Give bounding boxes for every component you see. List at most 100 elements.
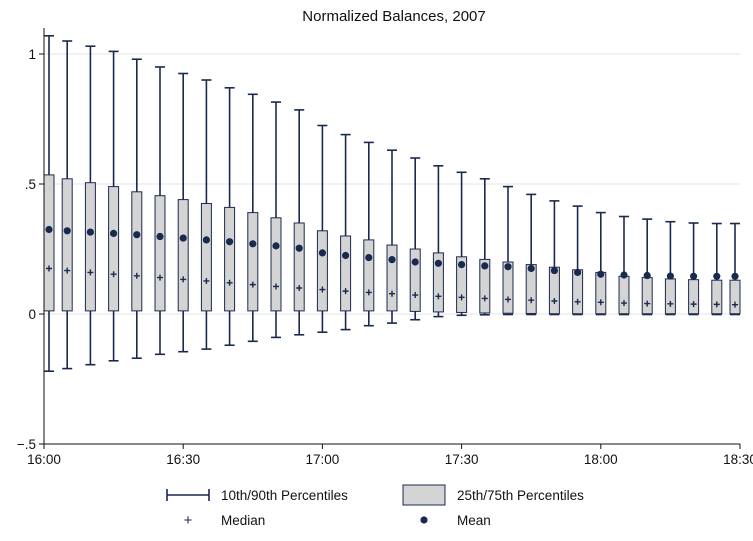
mean-mark-17:55: [574, 268, 582, 276]
box-16:10: [84, 182, 96, 312]
median-mark-16:45: [249, 281, 256, 288]
mean-mark-18:10: [643, 271, 651, 280]
x-tick-label: 16:00: [27, 452, 61, 467]
median-mark-16:35: [203, 277, 210, 284]
box-18:00: [595, 271, 607, 315]
mean-mark-16:50: [272, 242, 280, 250]
mean-mark-17:10: [365, 253, 373, 262]
box-16:25: [154, 195, 166, 312]
box-17:05: [340, 235, 352, 312]
mean-mark-16:40: [226, 238, 234, 246]
mean-mark-16:05: [63, 227, 71, 235]
mean-mark-16:35: [202, 236, 210, 244]
box-17:10: [363, 239, 375, 312]
mean-mark-17:30: [458, 261, 466, 269]
legend-whisker-label: 10th/90th Percentiles: [221, 488, 348, 503]
legend: 10th/90th Percentiles 25th/75th Percenti…: [166, 484, 584, 529]
median-mark-16:40: [226, 279, 233, 286]
legend-item-box: 25th/75th Percentiles: [402, 484, 584, 506]
box-18:15: [664, 278, 676, 315]
box-16:40: [224, 206, 236, 312]
median-mark-17:40: [505, 296, 511, 303]
mean-mark-17:40: [504, 263, 512, 271]
legend-mean-label: Mean: [457, 513, 491, 528]
box-18:10: [641, 277, 653, 315]
box-16:50: [270, 217, 282, 312]
median-mark-16:50: [273, 283, 279, 290]
median-mark-18:05: [621, 300, 627, 307]
mean-mark-18:25: [713, 272, 721, 280]
x-tick-label: 17:30: [445, 452, 479, 467]
legend-median-label: Median: [221, 513, 265, 528]
box-17:15: [386, 244, 398, 312]
median-mark-16:15: [110, 271, 117, 278]
legend-item-mean: Mean: [420, 513, 491, 528]
mean-mark-18:00: [597, 270, 605, 278]
box-18:20: [688, 279, 700, 315]
box-17:50: [548, 266, 560, 315]
median-mark-17:15: [389, 290, 395, 297]
mean-mark-16:45: [249, 240, 257, 248]
box-16:15: [108, 186, 120, 312]
axis-ticks: −.5 0 .5 1 16:00 16:30 17:00 17:30 18:00 18:30: [17, 47, 753, 467]
mean-mark-18:30: [731, 272, 739, 280]
mean-mark-17:05: [342, 251, 350, 260]
mean-mark-17:20: [411, 258, 419, 266]
mean-marks: [45, 225, 739, 280]
median-plus-icon: +: [184, 512, 193, 529]
mean-mark-16:20: [133, 231, 141, 239]
mean-mark-16:25: [156, 232, 164, 241]
median-mark-18:30: [732, 301, 738, 308]
box-16:35: [200, 203, 212, 312]
median-mark-17:35: [481, 295, 488, 302]
box-17:20: [409, 248, 421, 312]
y-tick-label: −.5: [17, 437, 36, 452]
box-17:45: [525, 264, 537, 314]
median-mark-17:25: [435, 293, 442, 300]
mean-mark-18:05: [620, 271, 628, 279]
median-mark-17:10: [365, 289, 372, 296]
median-mark-16:20: [133, 272, 140, 279]
mean-mark-16:00: [45, 225, 53, 234]
mean-mark-16:30: [179, 234, 187, 242]
mean-dot-icon: [420, 516, 428, 524]
box-17:25: [432, 252, 444, 313]
mean-mark-17:35: [481, 262, 489, 270]
legend-item-median: + Median: [184, 512, 266, 529]
median-mark-17:00: [319, 286, 326, 293]
mean-mark-16:55: [295, 244, 303, 252]
box-18:30: [729, 279, 741, 315]
mean-mark-17:50: [550, 266, 559, 275]
mean-mark-18:20: [690, 272, 698, 280]
mean-mark-18:15: [666, 272, 675, 280]
box-18:25: [711, 279, 723, 315]
median-mark-17:55: [574, 298, 581, 305]
median-mark-16:25: [157, 274, 163, 281]
x-tick-label: 18:30: [723, 452, 753, 467]
median-mark-18:25: [713, 301, 720, 308]
median-mark-17:45: [528, 297, 535, 304]
box-16:55: [293, 222, 305, 312]
mean-mark-17:25: [434, 259, 442, 267]
box-16:30: [177, 199, 189, 312]
box-17:00: [316, 230, 328, 312]
mean-mark-17:15: [388, 256, 396, 264]
median-mark-17:30: [458, 294, 465, 301]
median-mark-18:00: [597, 299, 604, 306]
whiskers: [44, 34, 740, 373]
median-mark-16:05: [64, 267, 71, 274]
x-tick-label: 16:30: [166, 452, 200, 467]
mean-mark-16:10: [86, 228, 94, 236]
mean-mark-17:45: [527, 264, 535, 273]
box-16:00: [43, 174, 55, 312]
mean-mark-17:00: [318, 249, 326, 257]
median-mark-17:05: [342, 288, 349, 295]
box-16:45: [247, 212, 259, 312]
median-mark-16:00: [46, 265, 52, 272]
box-17:35: [479, 258, 491, 314]
y-tick-label: 1: [28, 47, 36, 62]
legend-item-whisker: 10th/90th Percentiles: [166, 488, 348, 503]
median-mark-18:10: [644, 300, 651, 307]
